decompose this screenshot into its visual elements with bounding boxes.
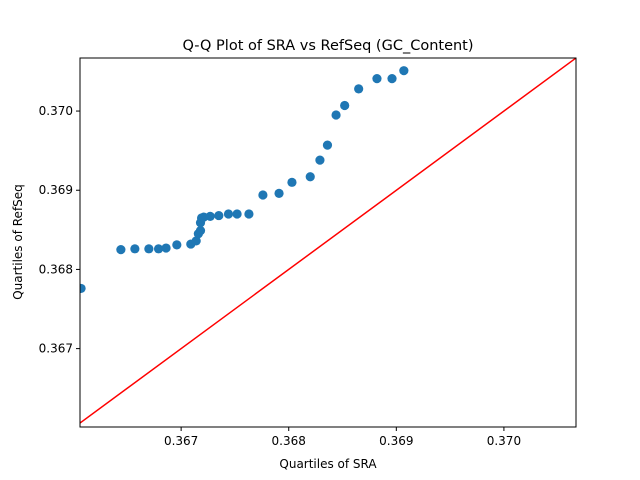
data-point-17 [232,209,242,219]
y-tick-label: 0.370 [39,104,73,118]
y-axis-label: Quartiles of RefSeq [11,184,25,300]
data-point-25 [331,110,341,120]
data-point-4 [153,244,164,254]
plot-frame [79,57,577,428]
x-axis: 0.367 0.368 0.369 0.370 [164,427,521,448]
data-point-2 [130,244,140,254]
y-tick-label: 0.369 [39,183,73,197]
data-point-23 [315,155,325,165]
x-tick-label: 0.367 [164,434,198,448]
data-point-22 [305,172,315,182]
data-point-3 [144,244,154,254]
data-point-1 [116,245,126,255]
data-point-29 [387,73,397,84]
data-point-8 [191,236,201,246]
data-point-28 [372,73,382,84]
data-point-27 [354,84,364,94]
data-point-5 [161,243,171,253]
data-point-14 [205,211,215,221]
data-point-16 [223,209,234,219]
x-tick-label: 0.370 [487,434,521,448]
data-point-6 [172,240,182,250]
data-point-21 [287,177,297,187]
data-point-18 [244,209,254,219]
chart-title: Q-Q Plot of SRA vs RefSeq (GC_Content) [182,38,473,54]
x-tick-label: 0.368 [272,434,306,448]
x-axis-label: Quartiles of SRA [279,457,377,471]
data-point-15 [214,210,224,221]
data-point-24 [322,140,333,150]
y-tick-label: 0.367 [39,342,73,356]
y-tick-label: 0.368 [39,262,73,276]
data-point-20 [274,188,284,199]
data-point-26 [340,100,350,111]
data-point-19 [258,190,268,200]
data-point-0 [80,283,86,294]
data-point-10 [195,226,206,236]
x-tick-label: 0.369 [379,434,413,448]
data-point-30 [399,66,409,76]
reference-line [80,58,576,424]
y-axis: 0.367 0.368 0.369 0.370 [39,104,80,356]
